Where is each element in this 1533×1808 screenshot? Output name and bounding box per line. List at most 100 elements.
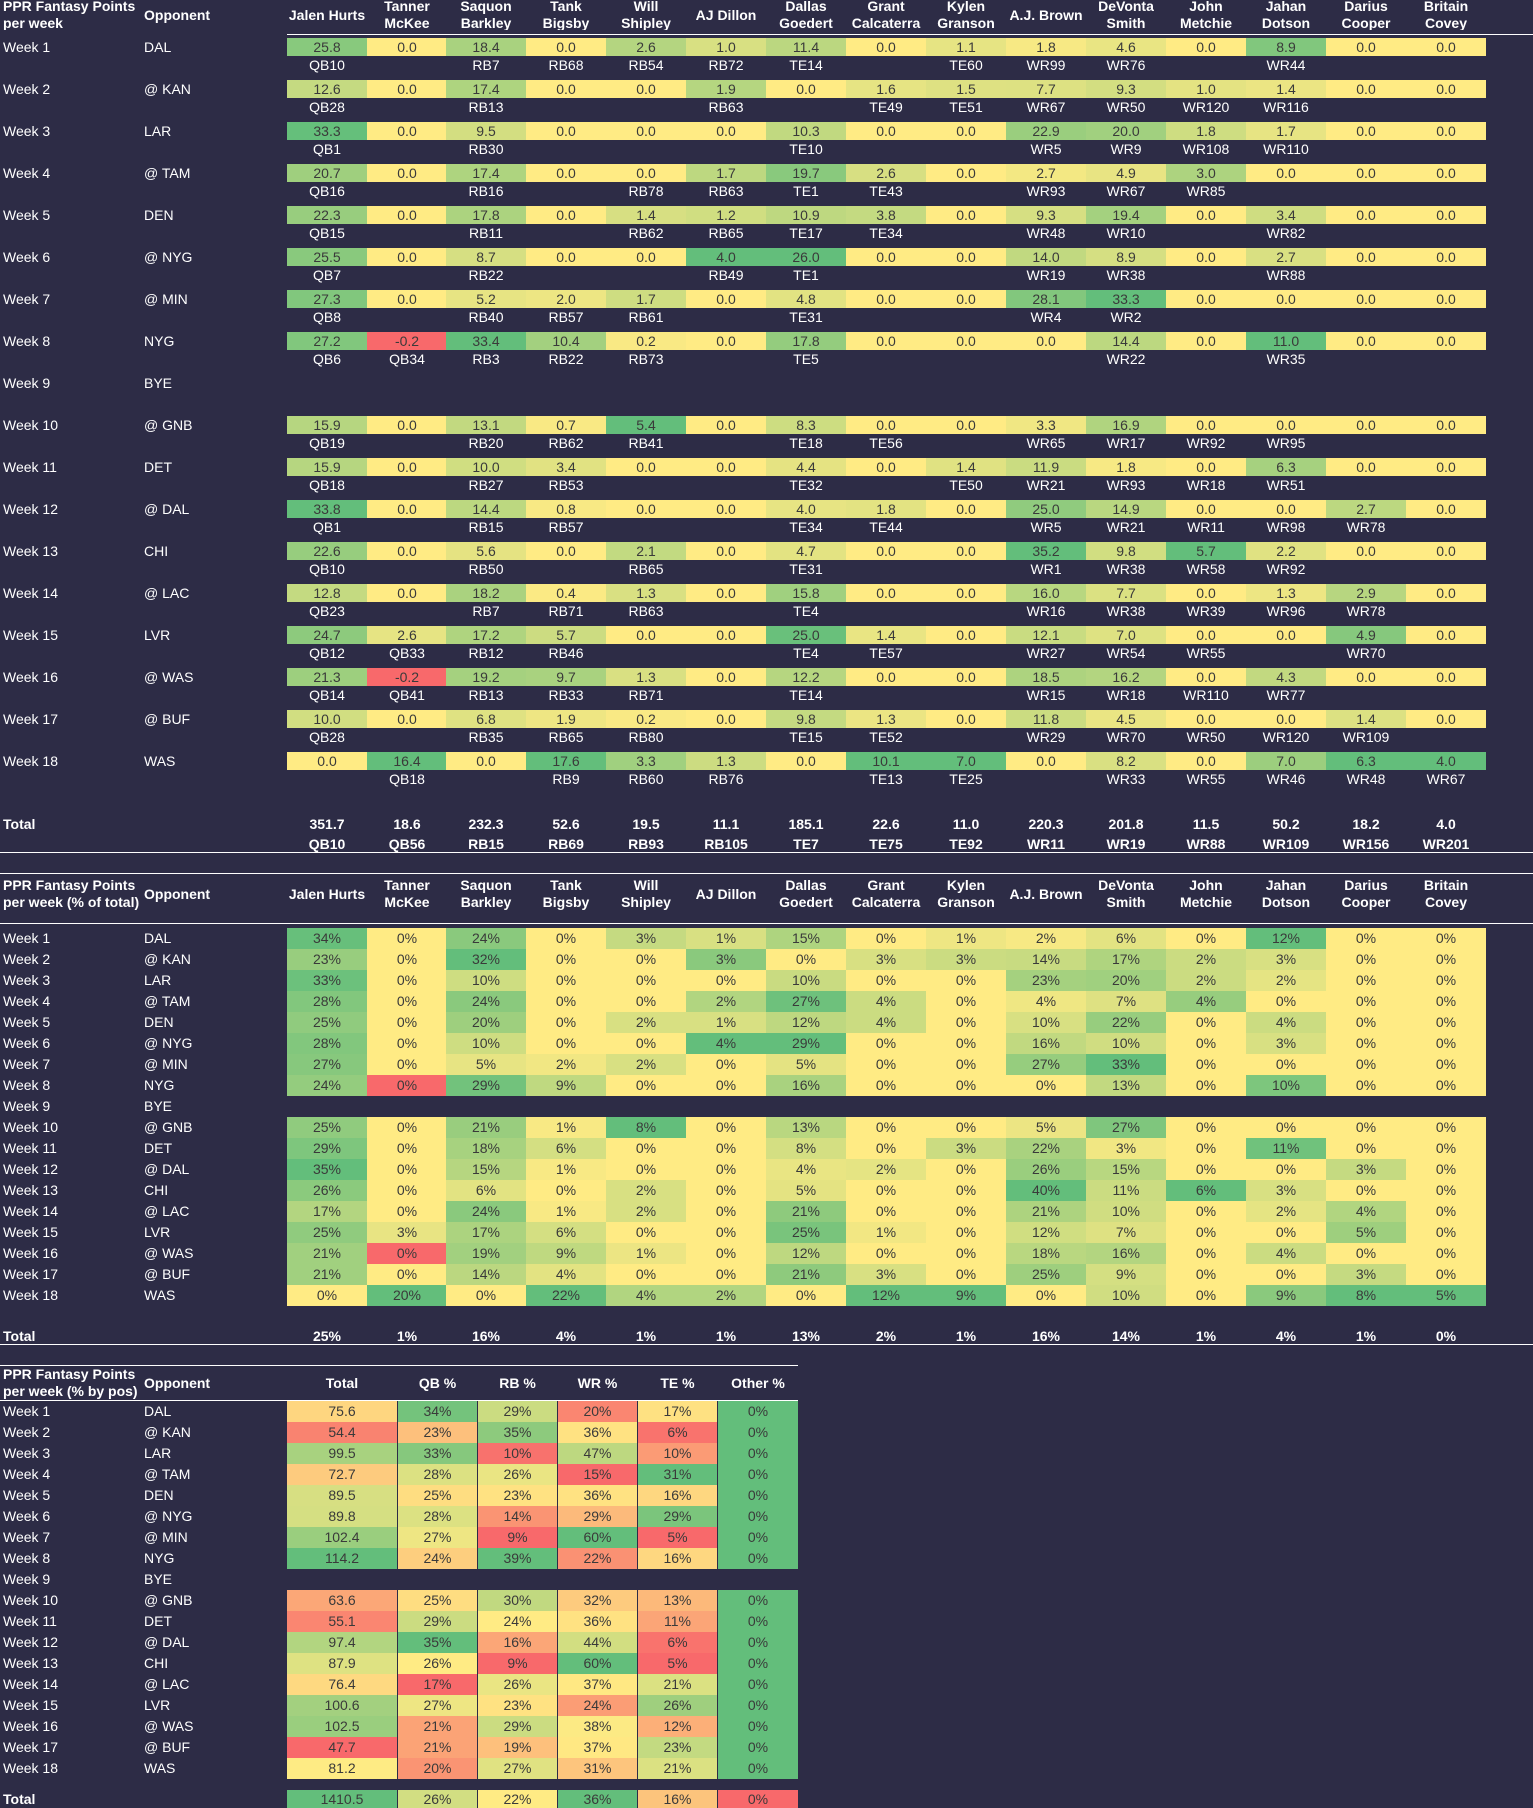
pct-cell: 2% (1166, 970, 1246, 991)
pos-cell: 102.4 (287, 1527, 397, 1548)
rank-label (1326, 98, 1406, 116)
rank-label: TE15 (789, 729, 823, 745)
rank-label (367, 308, 447, 326)
rank-label (926, 686, 1006, 704)
pct-cell: 24% (446, 928, 526, 949)
points-cell: 0.0 (1406, 38, 1486, 56)
opponent-label: LAR (144, 123, 172, 139)
pct-cell: 0% (606, 991, 686, 1012)
pos-cell: 21% (398, 1737, 477, 1758)
rank-label: RB65 (708, 225, 744, 241)
points-cell: 0.0 (766, 752, 846, 770)
pct-cell: 15% (446, 1159, 526, 1180)
total-rank: TE75 (869, 836, 903, 852)
rank-label: WR18 (1106, 687, 1146, 703)
points-cell: 0.0 (1246, 500, 1326, 518)
rank-label: WR96 (1266, 603, 1306, 619)
points-cell: 22.9 (1006, 122, 1086, 140)
week-label: Week 5 (3, 207, 51, 223)
rank-label: QB14 (309, 687, 345, 703)
rank-label (1166, 56, 1246, 74)
rank-label (926, 140, 1006, 158)
divider-line (0, 852, 1533, 853)
opponent-label: @ TAM (144, 993, 191, 1009)
pos-cell: 30% (478, 1590, 557, 1611)
week-label: Week 11 (3, 1613, 57, 1629)
pct-cell: 0% (1326, 949, 1406, 970)
week-label: Week 14 (3, 1203, 58, 1219)
opponent-label: @ BUF (144, 1739, 191, 1755)
pct-cell: 0% (1246, 991, 1326, 1012)
rank-label: WR38 (1106, 267, 1146, 283)
points-cell: 0.0 (686, 626, 766, 644)
total-rank: RB69 (548, 836, 584, 852)
pos-cell: 26% (478, 1674, 557, 1695)
rank-label: TE13 (869, 771, 903, 787)
rank-label: RB11 (469, 225, 503, 241)
opponent-label: DET (144, 459, 172, 475)
points-cell: 0.0 (846, 542, 926, 560)
opponent-label: @ DAL (144, 1161, 190, 1177)
points-cell: 11.0 (1246, 332, 1326, 350)
pct-cell: 0% (1406, 1180, 1486, 1201)
week-label: Week 2 (3, 81, 51, 97)
pos-cell: 31% (638, 1464, 717, 1485)
points-cell: 0.0 (686, 500, 766, 518)
points-cell: 0.0 (606, 248, 686, 266)
rank-label: QB18 (389, 771, 425, 787)
points-cell: 0.0 (1006, 332, 1086, 350)
pos-cell: 26% (398, 1653, 477, 1674)
points-cell: 2.2 (1246, 542, 1326, 560)
pct-cell: 0% (367, 1243, 447, 1264)
pct-cell: 0% (1406, 1243, 1486, 1264)
pct-cell: 3% (606, 928, 686, 949)
pct-cell: 6% (446, 1180, 526, 1201)
points-cell: 20.7 (287, 164, 367, 182)
points-cell: 0.0 (1166, 38, 1246, 56)
week-label: Week 9 (3, 1098, 51, 1114)
pct-cell: 23% (287, 949, 367, 970)
points-cell: 0.0 (926, 248, 1006, 266)
player-header: Grant Calcaterra (851, 0, 921, 30)
pos-cell: 0% (718, 1758, 798, 1779)
rank-label: WR5 (1030, 141, 1062, 157)
rank-label: WR92 (1266, 561, 1306, 577)
rank-label (1406, 560, 1486, 578)
pos-cell: 26% (638, 1695, 717, 1716)
pct-cell: 10% (1006, 1012, 1086, 1033)
pos-cell: 9% (478, 1527, 557, 1548)
rank-label: TE32 (789, 477, 823, 493)
points-cell: 0.0 (1326, 542, 1406, 560)
pos-total: 16% (638, 1790, 717, 1808)
rank-label (1406, 308, 1486, 326)
points-cell: 0.0 (1166, 416, 1246, 434)
points-cell: 4.5 (1086, 710, 1166, 728)
rank-label: RB41 (628, 435, 664, 451)
points-cell: 0.0 (606, 500, 686, 518)
opponent-label: @ MIN (144, 291, 188, 307)
pct-cell: 0% (766, 1285, 846, 1306)
week-label: Week 18 (3, 1287, 58, 1303)
rank-label: WR22 (1106, 351, 1146, 367)
pct-cell: 0% (1406, 1201, 1486, 1222)
pct-cell: 0% (1166, 1117, 1246, 1138)
points-cell: 1.8 (1166, 122, 1246, 140)
pct-cell: 0% (606, 1264, 686, 1285)
pct-cell: 0% (846, 1054, 926, 1075)
points-cell: 7.7 (1006, 80, 1086, 98)
total-label: Total (3, 1328, 36, 1344)
pct-cell: 0% (1166, 1138, 1246, 1159)
pct-cell: 0% (1326, 1180, 1406, 1201)
opponent-label: NYG (144, 1550, 175, 1566)
week-label: Week 1 (3, 1403, 51, 1419)
pct-cell: 0% (926, 991, 1006, 1012)
points-cell: 0.0 (606, 122, 686, 140)
rank-label: RB30 (468, 141, 504, 157)
pct-cell: 25% (287, 1117, 367, 1138)
opponent-label: @ WAS (144, 1245, 194, 1261)
points-cell: 0.0 (1406, 710, 1486, 728)
pct-cell: 0% (606, 1033, 686, 1054)
pos-cell: 0% (718, 1674, 798, 1695)
pct-cell: 23% (1006, 970, 1086, 991)
pct-cell: 0% (686, 1201, 766, 1222)
